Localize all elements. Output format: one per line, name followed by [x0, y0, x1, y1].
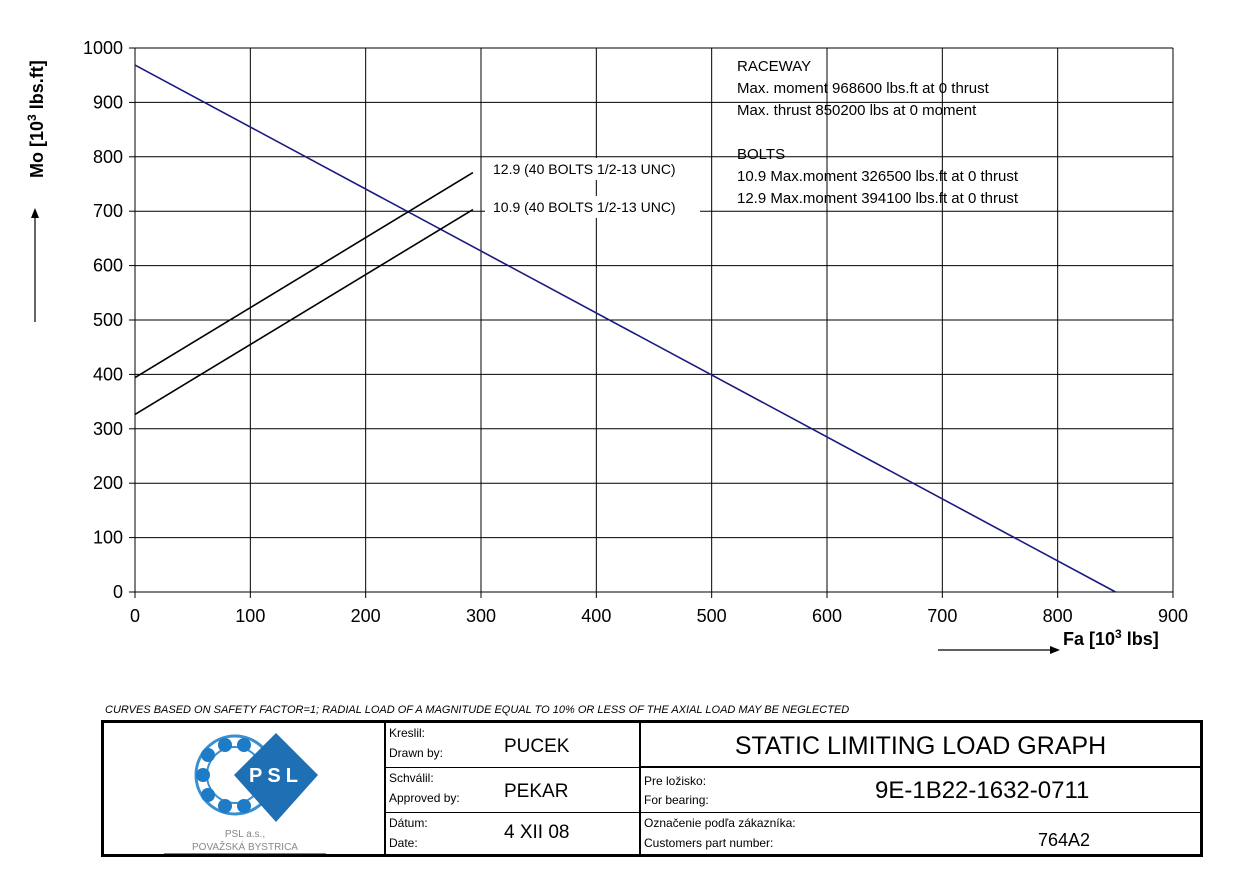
- customer-value: 764A2: [1038, 830, 1091, 850]
- chart: 0 100 200 300 400 500 600 700 800 900 1000 0 100 200 3…: [25, 38, 1188, 654]
- title-cell: STATIC LIMITING LOAD GRAPH: [641, 723, 1200, 768]
- approved-label-en: Approved by:: [389, 791, 460, 805]
- bearing-value: 9E-1B22-1632-0711: [875, 777, 1090, 804]
- y-tick-label: 300: [93, 419, 123, 439]
- y-tick-label: 700: [93, 201, 123, 221]
- x-tick-label: 900: [1158, 606, 1188, 626]
- x-tick-label: 700: [927, 606, 957, 626]
- date-label-en: Date:: [389, 836, 418, 850]
- svg-text:PSL a.s.,: PSL a.s.,: [225, 829, 265, 840]
- drawn-label-en: Drawn by:: [389, 746, 444, 760]
- grid: [129, 47, 1174, 598]
- y-tick-label: 600: [93, 256, 123, 276]
- drawn-label-sk: Kreslil:: [389, 726, 426, 740]
- y-tick-label: 400: [93, 364, 123, 384]
- x-tick-label: 400: [581, 606, 611, 626]
- note-max-moment: Max. moment 968600 lbs.ft at 0 thrust: [737, 80, 990, 97]
- bearing-cell: Pre ložisko: For bearing: 9E-1B22-1632-0…: [641, 768, 1200, 813]
- svg-text:POVAŽSKÁ BYSTRICA: POVAŽSKÁ BYSTRICA: [192, 840, 298, 853]
- x-tick-label: 200: [351, 606, 381, 626]
- logo-cell: PSL PSL a.s., POVAŽSKÁ BYSTRICA: [104, 723, 386, 855]
- y-tick-label: 0: [113, 582, 123, 602]
- approved-by-cell: Schválil: Approved by: PEKAR: [386, 768, 641, 813]
- psl-logo: PSL PSL a.s., POVAŽSKÁ BYSTRICA: [164, 733, 326, 855]
- approved-by-value: PEKAR: [504, 781, 569, 802]
- series-label-12-9: 12.9 (40 BOLTS 1/2-13 UNC): [493, 161, 676, 177]
- footnote: CURVES BASED ON SAFETY FACTOR=1; RADIAL …: [105, 704, 850, 716]
- approved-label-sk: Schválil:: [389, 771, 434, 785]
- x-axis-title: Fa [103 lbs]: [1063, 627, 1159, 649]
- series-line-10-9: [134, 208, 474, 416]
- tick-labels: 0 100 200 300 400 500 600 700 800 900 1000 0 100 200 3…: [83, 38, 1188, 626]
- x-tick-label: 500: [697, 606, 727, 626]
- series: [134, 64, 1116, 593]
- series-line-12-9: [134, 171, 474, 379]
- x-tick-label: 100: [235, 606, 265, 626]
- x-tick-label: 300: [466, 606, 496, 626]
- note-max-thrust: Max. thrust 850200 lbs at 0 moment: [737, 102, 977, 119]
- note-bolts: BOLTS: [737, 146, 785, 163]
- x-tick-label: 600: [812, 606, 842, 626]
- note-raceway: RACEWAY: [737, 58, 811, 75]
- y-tick-label: 900: [93, 92, 123, 112]
- y-axis-arrowhead: [31, 208, 39, 218]
- svg-text:PSL: PSL: [249, 765, 303, 787]
- y-tick-label: 500: [93, 310, 123, 330]
- bearing-label-sk: Pre ložisko:: [644, 774, 707, 788]
- y-axis-title: Mo [103 lbs.ft]: [25, 60, 47, 178]
- note-10-9: 10.9 Max.moment 326500 lbs.ft at 0 thrus…: [737, 168, 1019, 185]
- bearing-label-en: For bearing:: [644, 793, 709, 807]
- date-cell: Dátum: Date: 4 XII 08: [386, 813, 641, 854]
- date-label-sk: Dátum:: [389, 816, 428, 830]
- drawing-title: STATIC LIMITING LOAD GRAPH: [734, 732, 1107, 760]
- title-block: PSL PSL a.s., POVAŽSKÁ BYSTRICA Kreslil:…: [101, 720, 1203, 857]
- series-label-10-9: 10.9 (40 BOLTS 1/2-13 UNC): [493, 199, 676, 215]
- x-tick-label: 800: [1043, 606, 1073, 626]
- y-tick-label: 100: [93, 528, 123, 548]
- customer-cell: Označenie podľa zákazníka: Customers par…: [641, 813, 1200, 854]
- note-12-9: 12.9 Max.moment 394100 lbs.ft at 0 thrus…: [737, 190, 1019, 207]
- x-axis-arrowhead: [1050, 646, 1060, 654]
- y-tick-label: 1000: [83, 38, 123, 58]
- y-tick-label: 200: [93, 473, 123, 493]
- x-tick-label: 0: [130, 606, 140, 626]
- drawn-by-cell: Kreslil: Drawn by: PUCEK: [386, 723, 641, 768]
- y-tick-label: 800: [93, 147, 123, 167]
- date-value: 4 XII 08: [504, 822, 570, 843]
- customer-label-sk: Označenie podľa zákazníka:: [644, 816, 796, 830]
- series-line-raceway: [134, 64, 1116, 593]
- customer-label-en: Customers part number:: [644, 836, 774, 850]
- drawn-by-value: PUCEK: [504, 736, 570, 757]
